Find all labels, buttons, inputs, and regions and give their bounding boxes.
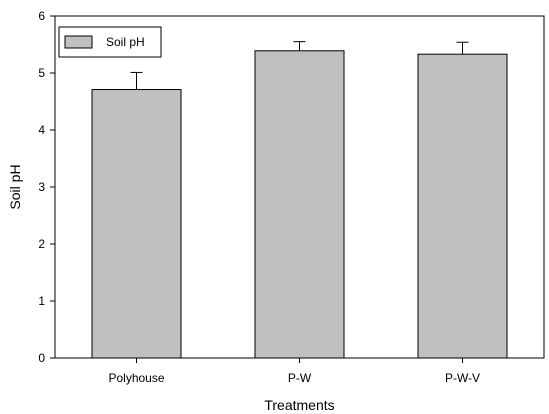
- y-axis: 0 1 2 3 4 5 6: [38, 9, 55, 365]
- legend-swatch: [64, 35, 93, 49]
- y-axis-title: Soil pH: [7, 164, 23, 209]
- y-tick-label: 1: [38, 294, 45, 308]
- bars-layer: [91, 50, 508, 359]
- y-tick-label: 2: [38, 237, 45, 251]
- y-tick-label: 0: [38, 351, 45, 365]
- x-tick-label: Polyhouse: [108, 371, 164, 385]
- bar: [91, 89, 182, 359]
- error-bars-layer: [130, 41, 469, 90]
- x-axis-title: Treatments: [264, 397, 334, 413]
- y-tick-label: 5: [38, 66, 45, 80]
- y-tick-label: 4: [38, 123, 45, 137]
- y-tick-label: 6: [38, 9, 45, 23]
- legend: Soil pH: [58, 26, 162, 58]
- x-tick-label: P-W: [288, 371, 312, 385]
- x-tick-label: P-W-V: [445, 371, 480, 385]
- bar: [254, 50, 345, 359]
- x-axis: Polyhouse P-W P-W-V: [108, 358, 480, 385]
- y-tick-label: 3: [38, 180, 45, 194]
- bar: [417, 53, 508, 359]
- legend-label: Soil pH: [106, 35, 145, 49]
